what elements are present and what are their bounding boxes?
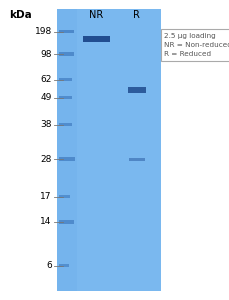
Text: 14: 14 (40, 218, 52, 226)
Text: 198: 198 (34, 27, 52, 36)
FancyBboxPatch shape (82, 36, 110, 42)
FancyBboxPatch shape (58, 157, 75, 161)
Text: 98: 98 (40, 50, 52, 58)
FancyBboxPatch shape (58, 78, 72, 81)
Text: 17: 17 (40, 192, 52, 201)
Text: 28: 28 (40, 154, 52, 164)
FancyBboxPatch shape (58, 195, 70, 198)
FancyBboxPatch shape (58, 220, 73, 224)
FancyBboxPatch shape (127, 87, 145, 92)
FancyBboxPatch shape (57, 9, 160, 291)
FancyBboxPatch shape (58, 29, 73, 33)
Text: 2.5 μg loading
NR = Non-reduced
R = Reduced: 2.5 μg loading NR = Non-reduced R = Redu… (164, 33, 229, 57)
Text: 49: 49 (40, 93, 52, 102)
FancyBboxPatch shape (58, 52, 73, 56)
FancyBboxPatch shape (58, 264, 69, 267)
FancyBboxPatch shape (128, 158, 144, 161)
Text: NR: NR (89, 11, 103, 20)
FancyBboxPatch shape (58, 123, 72, 126)
Text: 6: 6 (46, 261, 52, 270)
FancyBboxPatch shape (57, 9, 77, 291)
Text: 62: 62 (40, 75, 52, 84)
Text: 38: 38 (40, 120, 52, 129)
Text: kDa: kDa (9, 11, 32, 20)
FancyBboxPatch shape (58, 96, 72, 99)
Text: R: R (133, 11, 140, 20)
